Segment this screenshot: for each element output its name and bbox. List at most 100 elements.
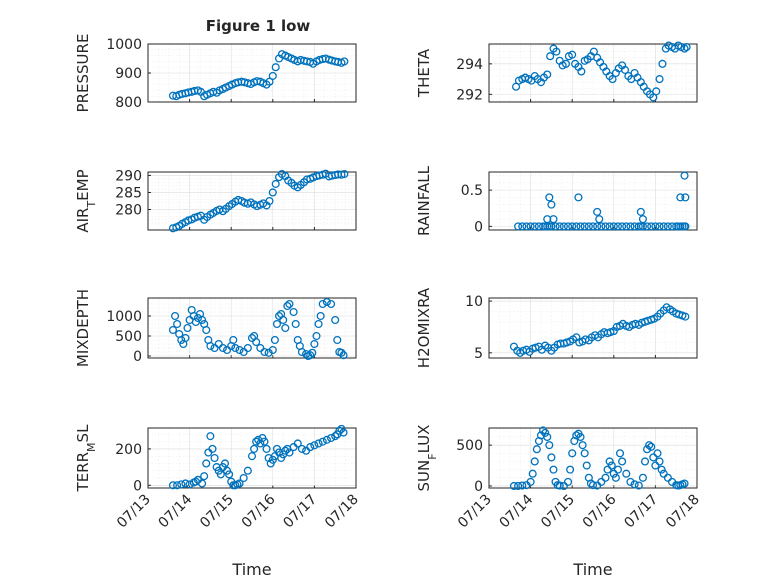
- data-point: [638, 473, 647, 482]
- data-point: [318, 437, 327, 446]
- data-point: [546, 52, 555, 61]
- data-point: [310, 441, 319, 450]
- data-point: [655, 457, 664, 466]
- x-tick-label: 07/15: [538, 492, 578, 532]
- data-point: [613, 222, 623, 231]
- data-point: [653, 449, 662, 458]
- data-point: [268, 188, 277, 197]
- data-point: [168, 325, 178, 335]
- data-point: [652, 87, 661, 96]
- data-point: [308, 348, 317, 357]
- data-point: [543, 70, 552, 79]
- axes-frame: [147, 43, 357, 103]
- data-point: [634, 481, 643, 490]
- data-point: [588, 222, 598, 231]
- data-point: [530, 457, 539, 466]
- data-point: [572, 222, 581, 231]
- data-point: [663, 222, 672, 231]
- data-point: [658, 59, 667, 68]
- y-tick-label: 800: [115, 95, 142, 111]
- data-point: [609, 222, 618, 231]
- data-point: [210, 343, 219, 353]
- data-point: [314, 319, 323, 329]
- data-point: [655, 222, 664, 231]
- data-point: [202, 325, 211, 335]
- data-point: [545, 193, 554, 202]
- y-tick-label: 5: [474, 346, 483, 362]
- data-point: [333, 335, 342, 345]
- subplot-4: 0 0.5 RAINFALL: [415, 165, 698, 236]
- data-point: [647, 222, 656, 231]
- axes-frame: [147, 297, 357, 359]
- data-point: [543, 432, 552, 442]
- data-point: [555, 222, 564, 231]
- data-point: [615, 449, 625, 458]
- y-axis-label: AIRTEMP: [74, 169, 98, 232]
- x-tick-label: 07/18: [663, 492, 703, 532]
- y-tick-label: 290: [115, 168, 142, 184]
- y-axis-label: RAINFALL: [415, 165, 433, 236]
- data-point: [509, 481, 519, 491]
- axes-frame: [488, 43, 698, 103]
- data-point: [613, 465, 623, 474]
- data-point: [193, 313, 202, 323]
- subplot-5: 0 500 1000 MIXDEPTH: [74, 289, 357, 367]
- data-point: [609, 469, 618, 478]
- data-point: [562, 338, 571, 347]
- data-point: [608, 75, 617, 84]
- data-point: [605, 222, 614, 231]
- subplot-7: 07/13 07/14 07/15 07/16 07/17 07/18 0 200 TERRMS…: [74, 424, 362, 579]
- y-tick-label: 0: [133, 349, 142, 365]
- data-point: [530, 222, 539, 231]
- data-point: [640, 457, 650, 466]
- data-point: [340, 57, 349, 66]
- data-point: [518, 222, 527, 231]
- data-point: [682, 43, 691, 52]
- x-tick-label: 07/16: [239, 491, 279, 531]
- data-point: [247, 452, 257, 461]
- subplot-6: 5 10 H2OMIXRA: [415, 287, 698, 368]
- data-point: [680, 479, 689, 488]
- data-point: [518, 481, 527, 490]
- data-point: [568, 50, 577, 59]
- data-point: [532, 445, 541, 454]
- data-point: [170, 311, 180, 321]
- data-point: [528, 469, 537, 478]
- data-point: [318, 299, 327, 309]
- data-point: [247, 333, 257, 343]
- data-point: [297, 347, 306, 357]
- data-point: [651, 222, 660, 231]
- data-point: [268, 345, 277, 355]
- data-point: [306, 351, 315, 360]
- data-point: [239, 347, 248, 357]
- data-point: [326, 299, 336, 309]
- data-point: [549, 465, 558, 474]
- data-point: [547, 453, 556, 462]
- data-point: [680, 44, 689, 53]
- data-point: [310, 339, 319, 349]
- x-axis-label: Time: [231, 560, 271, 579]
- data-point: [265, 77, 274, 86]
- data-point: [235, 479, 244, 488]
- data-point: [576, 222, 585, 231]
- data-point: [216, 470, 225, 479]
- y-tick-label: 500: [115, 329, 142, 345]
- data-point: [563, 222, 573, 231]
- data-point: [539, 426, 548, 435]
- data-point: [181, 479, 190, 488]
- data-point: [555, 481, 564, 490]
- data-point: [657, 465, 666, 474]
- y-tick-label: 292: [456, 87, 483, 103]
- data-point: [168, 481, 178, 490]
- data-point: [271, 63, 280, 72]
- data-point: [281, 446, 290, 455]
- data-point: [681, 222, 690, 231]
- data-point: [274, 311, 284, 321]
- data-point: [622, 469, 631, 478]
- data-point: [588, 481, 598, 490]
- data-point: [340, 169, 349, 179]
- data-point: [593, 222, 602, 231]
